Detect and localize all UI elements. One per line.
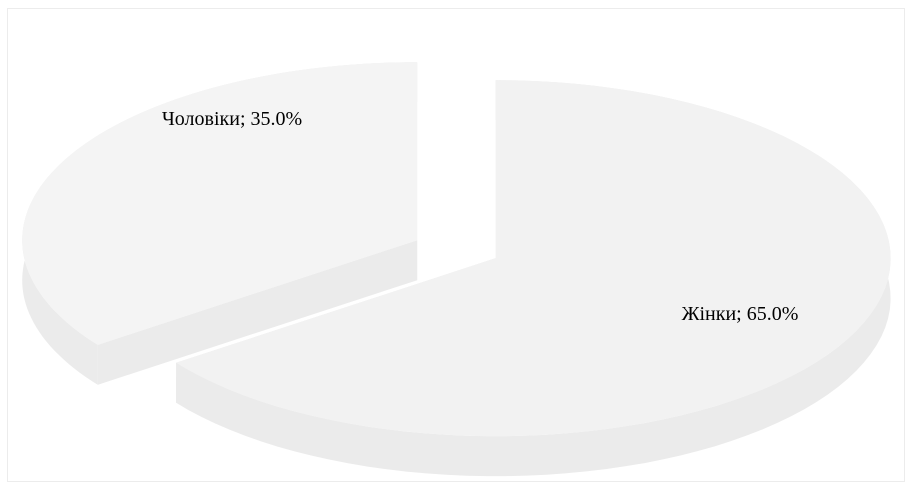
data-label-0: Жінки; 65.0% <box>682 303 799 325</box>
pie-slice-Чоловіки <box>22 62 418 345</box>
data-label-1: Чоловіки; 35.0% <box>162 108 302 130</box>
pie-slice-wall-0 <box>176 80 891 477</box>
pie-slice-Жінки <box>176 80 891 437</box>
pie-slice-cut-1-0 <box>97 240 418 385</box>
